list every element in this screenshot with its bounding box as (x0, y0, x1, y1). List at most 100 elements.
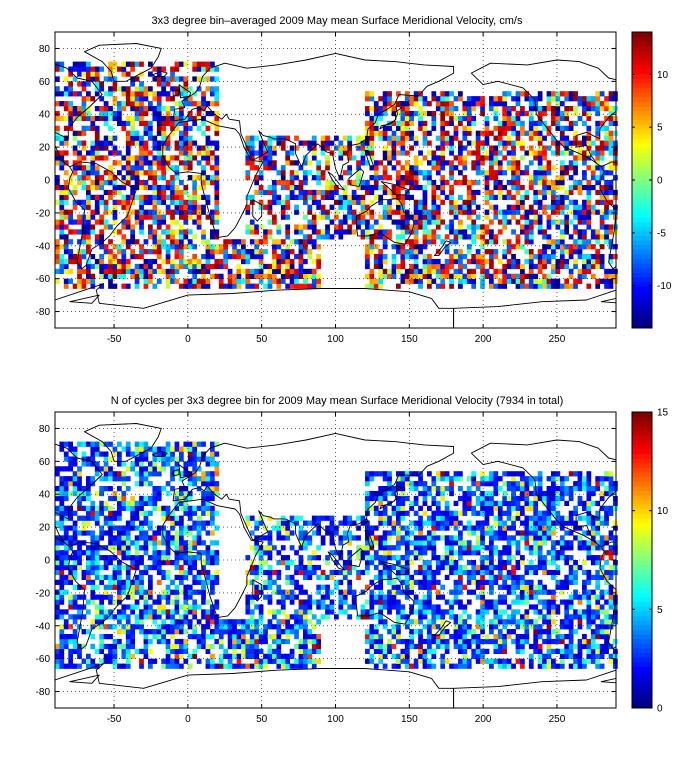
bin-cell (121, 653, 127, 659)
bin-cell (134, 214, 140, 220)
bin-cell (502, 120, 508, 127)
bin-cell (117, 525, 122, 531)
bin-cell (413, 91, 419, 97)
bin-cell (294, 175, 299, 181)
bin-cell (396, 150, 401, 156)
bin-cell (134, 535, 140, 541)
bin-cell (108, 515, 113, 521)
bin-cell (214, 229, 220, 235)
bin-cell (422, 204, 428, 210)
colorbar-step (632, 263, 652, 269)
bin-cell (568, 189, 574, 196)
bin-cell (458, 160, 463, 166)
bin-cell (497, 160, 503, 166)
bin-cell (152, 106, 158, 112)
bin-cell (174, 599, 180, 605)
bin-cell (125, 648, 131, 655)
bin-cell (466, 258, 472, 265)
bin-cell (528, 283, 534, 289)
bin-cell (573, 170, 578, 176)
bin-cell (77, 115, 82, 122)
bin-cell (117, 619, 122, 625)
bin-cell (187, 525, 193, 531)
bin-cell (458, 194, 463, 201)
bin-cell (444, 91, 450, 97)
bin-cell (435, 214, 441, 220)
bin-cell (378, 579, 384, 585)
bin-cell (108, 579, 113, 585)
bin-cell (409, 239, 415, 245)
bin-cell (72, 634, 78, 640)
bin-cell (294, 160, 299, 166)
bin-cell (440, 263, 446, 270)
bin-cell (161, 199, 167, 205)
bin-cell (196, 224, 202, 230)
bin-cell (533, 278, 539, 284)
bin-cell (55, 555, 60, 561)
bin-cell (382, 209, 388, 215)
coastline (67, 161, 137, 270)
bin-cell (427, 180, 432, 186)
bin-cell (564, 189, 570, 196)
bin-cell (391, 629, 397, 635)
bin-cell (63, 209, 69, 215)
bin-cell (183, 510, 189, 516)
bin-cell (205, 550, 211, 556)
bin-cell (112, 150, 118, 156)
bin-cell (130, 515, 136, 521)
bin-cell (311, 219, 317, 225)
bin-cell (112, 244, 118, 250)
bin-cell (201, 540, 206, 546)
bin-cell (404, 209, 410, 215)
bin-cell (152, 634, 158, 640)
bin-cell (471, 140, 477, 146)
bin-cell (387, 140, 392, 146)
bin-cell (174, 189, 180, 196)
bin-cell (453, 165, 459, 171)
bin-cell (81, 204, 87, 210)
bin-cell (289, 189, 295, 196)
bin-cell (272, 184, 277, 191)
bin-cell (294, 194, 299, 201)
bin-cell (347, 589, 353, 595)
bin-cell (351, 604, 357, 610)
bin-cell (551, 239, 556, 245)
bin-cell (272, 545, 277, 551)
bin-cell (165, 180, 171, 186)
bin-cell (156, 101, 162, 107)
bin-cell (148, 520, 153, 526)
bin-cell (223, 619, 229, 625)
bin-cell (258, 629, 264, 635)
bin-cell (493, 239, 499, 245)
bin-cell (502, 224, 508, 230)
bin-cell (143, 594, 149, 600)
bin-cell (68, 461, 74, 467)
bin-cell (604, 234, 609, 240)
bin-cell (360, 219, 366, 225)
bin-cell (427, 160, 432, 166)
bin-cell (214, 101, 220, 107)
bin-cell (258, 545, 264, 551)
bin-cell (112, 283, 118, 289)
bin-cell (103, 461, 109, 467)
bin-cell (258, 555, 264, 561)
bin-cell (466, 278, 472, 284)
bin-cell (373, 254, 379, 260)
bin-cell (117, 229, 122, 235)
bin-cell (604, 283, 609, 289)
bin-cell (502, 155, 508, 161)
bin-cell (334, 224, 339, 230)
bin-cell (520, 184, 525, 191)
bin-cell (276, 619, 282, 625)
bin-cell (72, 170, 78, 176)
bin-cell (117, 584, 122, 590)
bin-cell (276, 263, 282, 270)
bin-cell (196, 619, 202, 625)
bin-cell (99, 500, 105, 507)
bin-cell (396, 624, 401, 630)
bin-cell (267, 184, 273, 191)
bin-cell (325, 234, 330, 240)
bin-cell (72, 229, 78, 235)
bin-cell (356, 145, 361, 151)
bin-cell (108, 476, 113, 482)
